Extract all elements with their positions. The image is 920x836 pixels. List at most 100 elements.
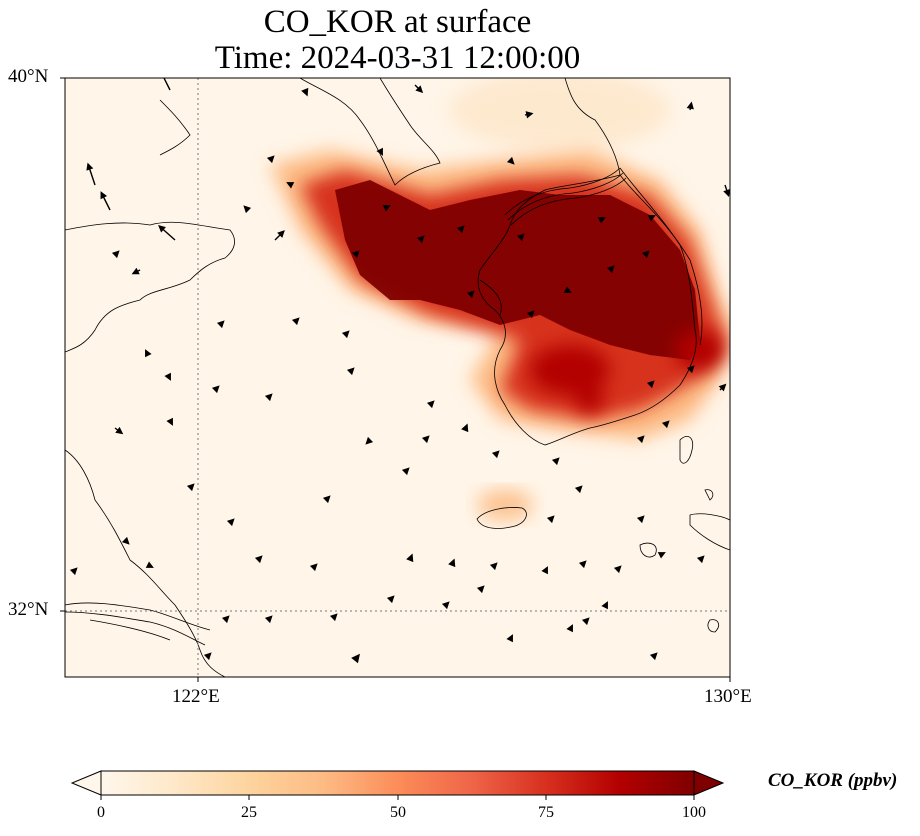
wind-arrow-head [221, 615, 230, 624]
colorbar-extend-min [70, 770, 102, 796]
wind-arrow [163, 78, 171, 91]
wind-arrow-head [448, 558, 456, 568]
wind-arrow-head [160, 70, 164, 76]
wind-arrow-head [563, 286, 572, 293]
wind-arrow-head [597, 217, 606, 224]
wind-arrow-head [386, 595, 395, 604]
wind-arrow-head [216, 320, 225, 329]
wind-arrow-head [291, 317, 300, 326]
map-title: CO_KOR at surface [263, 4, 532, 40]
wind-arrow-head [476, 585, 485, 594]
wind-arrow-head [145, 349, 152, 358]
wind-arrow-head [203, 652, 212, 661]
wind-arrow-head [309, 563, 318, 572]
wind-arrow-head [686, 365, 695, 374]
wind-arrow-head [415, 85, 424, 94]
wind-arrow-head [211, 385, 220, 394]
wind-arrow-head [329, 613, 338, 622]
wind-arrow-head [254, 555, 263, 564]
wind-arrow-head [121, 536, 130, 545]
jeju-plume [477, 489, 533, 521]
wind-arrow-head [286, 182, 295, 189]
wind-arrow-head [661, 420, 670, 429]
wind-arrow-head [551, 457, 560, 466]
wind-arrow-head [541, 566, 548, 575]
wind-arrow-head [115, 426, 124, 435]
wind-arrow-head [351, 653, 360, 664]
wind-vectors [69, 70, 730, 664]
concentration-field [65, 70, 730, 677]
wind-arrow-head [646, 380, 655, 389]
wind-arrow-head [86, 162, 94, 171]
wind-arrow-head [636, 515, 645, 524]
map-frame [64, 77, 731, 678]
wind-arrow-head [401, 467, 410, 476]
wind-arrow-head [416, 235, 425, 244]
wind-arrow-head [657, 552, 666, 559]
lon-label-122e: 122°E [172, 686, 220, 707]
wind-arrow-head [341, 330, 350, 339]
wind-arrow-head [506, 634, 513, 643]
wind-arrow-head [613, 565, 622, 574]
plume-core [335, 180, 700, 360]
wind-arrow-head [351, 250, 360, 259]
wind-arrow-head [491, 450, 500, 459]
axis-ticks [60, 77, 731, 682]
lat-label-32n: 32°N [8, 599, 49, 620]
wind-arrow-head [346, 367, 355, 376]
wind-arrow-head [601, 601, 608, 610]
wind-arrow-head [718, 383, 727, 392]
lat-label-40n: 40°N [8, 66, 49, 87]
wind-arrow-head [100, 191, 108, 200]
wind-arrow-head [365, 436, 374, 445]
plume-south [530, 330, 725, 412]
wind-arrow-head [69, 567, 78, 576]
colorbar-tick-25: 25 [241, 804, 257, 821]
wind-arrow-head [301, 87, 309, 97]
wind-arrow-head [506, 156, 515, 165]
wind-arrow-head [461, 423, 469, 433]
wind-arrow-head [686, 101, 694, 110]
wind-arrow-head [277, 230, 285, 238]
wind-arrow-head [426, 400, 435, 409]
wind-arrow-head [466, 290, 475, 299]
wind-arrow-head [266, 155, 275, 164]
colorbar-tick-0: 0 [97, 804, 105, 821]
map-subtitle-time: Time: 2024-03-31 12:00:00 [214, 40, 581, 76]
wind-arrow-head [186, 483, 195, 492]
wind-arrow-head [581, 617, 590, 626]
wind-arrow-head [376, 147, 383, 156]
wind-arrow-head [111, 250, 120, 259]
wind-arrow-head [546, 515, 555, 524]
wind-arrow-head [322, 495, 331, 504]
wind-arrow-head [489, 562, 498, 571]
wind-arrow-head [158, 224, 166, 233]
wind-arrow-head [723, 188, 730, 197]
wind-arrow-head [382, 205, 391, 212]
lon-label-130e: 130°E [704, 686, 752, 707]
gridlines [65, 78, 730, 677]
wind-arrow-head [606, 265, 615, 274]
colorbar-tick-100: 100 [682, 804, 706, 821]
wind-arrow-head [145, 561, 154, 568]
colorbar-tick-50: 50 [390, 804, 406, 821]
wind-arrow-head [166, 417, 173, 426]
colorbar-gradient [101, 771, 694, 795]
wind-arrow-head [131, 267, 140, 275]
wind-arrow-head [696, 555, 705, 564]
wind-arrow-head [578, 560, 587, 569]
colorbar-tick-75: 75 [538, 804, 554, 821]
wind-arrow-head [243, 205, 252, 214]
wind-arrow-head [226, 518, 235, 527]
wind-arrow-head [636, 435, 645, 444]
wind-arrow-head [566, 624, 573, 633]
colorbar-label: CO_KOR (ppbv) [768, 770, 898, 791]
colorbar-extend-max [693, 770, 725, 796]
colorbar [70, 770, 725, 800]
wind-arrow-head [441, 601, 450, 610]
wind-arrow-head [574, 485, 583, 494]
wind-arrow-head [264, 393, 273, 402]
wind-arrow-head [264, 615, 273, 624]
wind-arrow-head [647, 215, 656, 222]
